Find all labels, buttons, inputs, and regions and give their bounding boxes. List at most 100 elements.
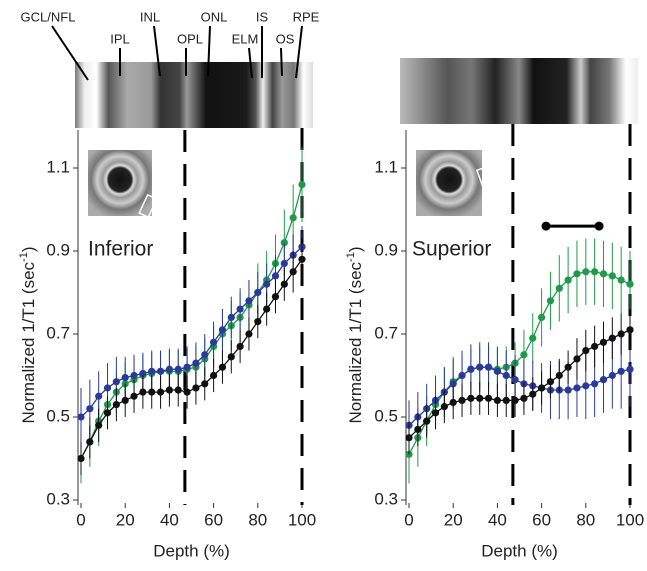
- data-point: [476, 394, 484, 402]
- layer-label: ONL: [201, 9, 228, 24]
- x-tick-label: 60: [204, 510, 223, 529]
- x-axis-label: Depth (%): [481, 541, 558, 560]
- y-tick-label: 1.1: [46, 157, 70, 176]
- x-tick-label: 60: [532, 510, 551, 529]
- data-point: [520, 394, 528, 402]
- x-tick-label: 100: [288, 510, 316, 529]
- x-tick-label: 20: [444, 510, 463, 529]
- data-point: [458, 371, 466, 380]
- data-point: [254, 317, 262, 326]
- data-point: [298, 255, 306, 263]
- layer-label: OS: [276, 31, 295, 46]
- data-point: [440, 403, 448, 411]
- data-point: [201, 351, 209, 359]
- data-point: [271, 293, 280, 301]
- data-point: [95, 392, 103, 400]
- data-point: [458, 396, 466, 404]
- data-point: [599, 338, 608, 346]
- data-point: [263, 280, 271, 288]
- layer-label: OPL: [177, 31, 203, 46]
- data-point: [476, 363, 484, 371]
- x-tick-label: 40: [488, 510, 507, 529]
- data-point: [538, 384, 546, 392]
- eye-thumbnail: [88, 150, 152, 216]
- data-point: [227, 353, 235, 361]
- data-point: [608, 272, 616, 280]
- layer-label: ELM: [232, 31, 259, 46]
- data-point: [405, 434, 413, 442]
- data-point: [555, 371, 563, 380]
- data-point: [599, 376, 608, 384]
- series-line: [80, 258, 303, 459]
- layer-pointer: [207, 25, 211, 77]
- y-tick-label: 0.5: [46, 406, 70, 425]
- y-axis-label-part: -1: [345, 252, 357, 262]
- layer-label: GCL/NFL: [21, 9, 76, 24]
- y-tick-label: 1.1: [374, 157, 398, 176]
- data-point: [546, 378, 555, 386]
- data-point: [564, 276, 572, 284]
- data-point: [156, 367, 165, 375]
- x-tick-label: 0: [76, 510, 85, 529]
- data-point: [263, 305, 271, 313]
- data-point: [582, 268, 590, 276]
- data-point: [121, 396, 129, 404]
- data-point: [148, 388, 156, 396]
- significance-end: [541, 221, 551, 231]
- data-point: [423, 417, 431, 425]
- data-point: [165, 386, 173, 394]
- data-point: [502, 371, 510, 380]
- data-point: [449, 380, 457, 388]
- data-point: [271, 272, 280, 280]
- data-point: [86, 438, 94, 446]
- data-point: [280, 239, 288, 247]
- data-point: [95, 421, 103, 429]
- data-point: [210, 338, 218, 346]
- data-point: [599, 270, 608, 278]
- data-point: [484, 363, 493, 371]
- data-point: [608, 371, 616, 380]
- data-point: [626, 365, 634, 373]
- data-point: [201, 380, 209, 388]
- data-point: [617, 330, 625, 338]
- data-point: [617, 367, 625, 375]
- data-point: [564, 386, 572, 394]
- data-point: [582, 347, 590, 355]
- data-point: [502, 396, 510, 404]
- data-point: [431, 409, 440, 417]
- data-point: [617, 276, 625, 284]
- data-point: [520, 351, 528, 359]
- layer-label: INL: [140, 9, 160, 24]
- y-axis-label-part: Normalized 1/T1 (sec: [19, 261, 38, 423]
- y-tick-label: 0.3: [46, 489, 70, 508]
- y-tick-label: 0.3: [374, 489, 398, 508]
- data-point: [493, 396, 501, 404]
- data-point: [192, 384, 200, 392]
- x-tick-label: 100: [616, 510, 644, 529]
- data-point: [245, 297, 253, 305]
- data-point: [174, 386, 182, 394]
- data-point: [183, 388, 191, 396]
- data-point: [591, 342, 599, 351]
- data-point: [538, 313, 546, 321]
- data-point: [626, 326, 634, 334]
- data-point: [414, 425, 422, 434]
- x-axis-label: Depth (%): [153, 541, 230, 560]
- data-point: [218, 326, 227, 334]
- data-point: [546, 297, 555, 305]
- x-tick-label: 80: [248, 510, 267, 529]
- y-tick-label: 0.9: [46, 240, 70, 259]
- y-axis-label: Normalized 1/T1 (sec-1): [18, 246, 39, 423]
- y-tick-label: 0.7: [46, 323, 70, 342]
- data-point: [130, 371, 138, 380]
- series-line: [80, 184, 303, 459]
- data-point: [529, 390, 537, 398]
- data-point: [165, 365, 173, 373]
- layer-pointer: [51, 25, 89, 81]
- layer-pointer: [280, 47, 283, 77]
- layer-pointer: [248, 47, 253, 79]
- roi-box: [138, 193, 158, 219]
- y-axis-label-part: ): [346, 246, 365, 252]
- oct-strip: [75, 62, 313, 128]
- roi-box: [475, 165, 495, 191]
